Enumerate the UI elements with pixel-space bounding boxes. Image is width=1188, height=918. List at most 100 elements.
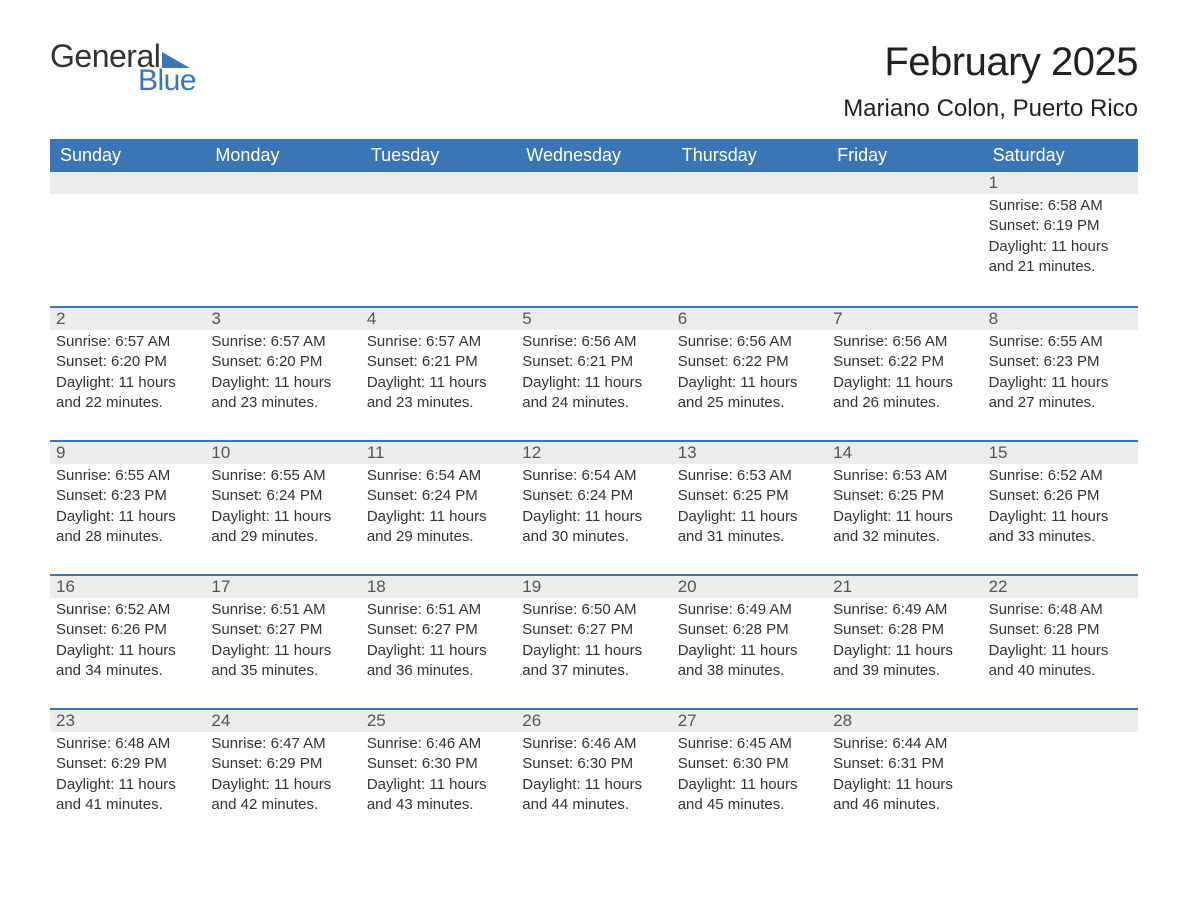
location-label: Mariano Colon, Puerto Rico	[843, 95, 1138, 123]
day-cell: 20Sunrise: 6:49 AMSunset: 6:28 PMDayligh…	[672, 576, 827, 704]
day-cell: 9Sunrise: 6:55 AMSunset: 6:23 PMDaylight…	[50, 442, 205, 570]
day-details: Sunrise: 6:53 AMSunset: 6:25 PMDaylight:…	[672, 464, 827, 553]
daynum-bar: 26	[516, 710, 671, 732]
sunrise-line: Sunrise: 6:56 AM	[833, 332, 976, 352]
daylight-line-2: and 42 minutes.	[211, 795, 354, 815]
daylight-line-2: and 23 minutes.	[367, 393, 510, 413]
day-header-sunday: Sunday	[50, 139, 205, 172]
sunset-line: Sunset: 6:26 PM	[989, 486, 1132, 506]
daylight-line-1: Daylight: 11 hours	[833, 507, 976, 527]
daylight-line-1: Daylight: 11 hours	[56, 775, 199, 795]
empty-cell	[50, 172, 205, 302]
week-row: 23Sunrise: 6:48 AMSunset: 6:29 PMDayligh…	[50, 708, 1138, 838]
brand-logo: General Blue	[50, 40, 196, 96]
week-row: 2Sunrise: 6:57 AMSunset: 6:20 PMDaylight…	[50, 306, 1138, 436]
day-number: 12	[522, 442, 541, 465]
daylight-line-2: and 30 minutes.	[522, 527, 665, 547]
day-details: Sunrise: 6:50 AMSunset: 6:27 PMDaylight:…	[516, 598, 671, 687]
day-cell: 5Sunrise: 6:56 AMSunset: 6:21 PMDaylight…	[516, 308, 671, 436]
sunrise-line: Sunrise: 6:53 AM	[833, 466, 976, 486]
sunrise-line: Sunrise: 6:55 AM	[989, 332, 1132, 352]
day-details: Sunrise: 6:55 AMSunset: 6:23 PMDaylight:…	[50, 464, 205, 553]
daynum-bar: 6	[672, 308, 827, 330]
day-number: 25	[367, 710, 386, 733]
daynum-bar: 25	[361, 710, 516, 732]
sunrise-line: Sunrise: 6:56 AM	[522, 332, 665, 352]
sunset-line: Sunset: 6:23 PM	[56, 486, 199, 506]
daylight-line-1: Daylight: 11 hours	[989, 641, 1132, 661]
day-cell: 7Sunrise: 6:56 AMSunset: 6:22 PMDaylight…	[827, 308, 982, 436]
daylight-line-1: Daylight: 11 hours	[367, 641, 510, 661]
day-cell: 10Sunrise: 6:55 AMSunset: 6:24 PMDayligh…	[205, 442, 360, 570]
day-cell: 12Sunrise: 6:54 AMSunset: 6:24 PMDayligh…	[516, 442, 671, 570]
sunrise-line: Sunrise: 6:56 AM	[678, 332, 821, 352]
sunset-line: Sunset: 6:25 PM	[678, 486, 821, 506]
daylight-line-2: and 36 minutes.	[367, 661, 510, 681]
day-number: 17	[211, 576, 230, 599]
day-cell: 21Sunrise: 6:49 AMSunset: 6:28 PMDayligh…	[827, 576, 982, 704]
daylight-line-2: and 26 minutes.	[833, 393, 976, 413]
daylight-line-1: Daylight: 11 hours	[367, 775, 510, 795]
day-header-saturday: Saturday	[983, 139, 1138, 172]
day-cell: 6Sunrise: 6:56 AMSunset: 6:22 PMDaylight…	[672, 308, 827, 436]
daynum-bar: 28	[827, 710, 982, 732]
day-details: Sunrise: 6:56 AMSunset: 6:21 PMDaylight:…	[516, 330, 671, 419]
sunrise-line: Sunrise: 6:55 AM	[56, 466, 199, 486]
daynum-bar: 2	[50, 308, 205, 330]
sunrise-line: Sunrise: 6:57 AM	[56, 332, 199, 352]
week-row: 9Sunrise: 6:55 AMSunset: 6:23 PMDaylight…	[50, 440, 1138, 570]
daynum-bar	[983, 710, 1138, 732]
daylight-line-2: and 37 minutes.	[522, 661, 665, 681]
sunrise-line: Sunrise: 6:57 AM	[211, 332, 354, 352]
sunrise-line: Sunrise: 6:45 AM	[678, 734, 821, 754]
daynum-bar: 7	[827, 308, 982, 330]
daynum-bar	[672, 172, 827, 194]
day-number: 5	[522, 308, 531, 331]
day-details: Sunrise: 6:53 AMSunset: 6:25 PMDaylight:…	[827, 464, 982, 553]
daylight-line-2: and 34 minutes.	[56, 661, 199, 681]
daylight-line-2: and 45 minutes.	[678, 795, 821, 815]
day-number: 19	[522, 576, 541, 599]
sunrise-line: Sunrise: 6:57 AM	[367, 332, 510, 352]
day-details: Sunrise: 6:52 AMSunset: 6:26 PMDaylight:…	[50, 598, 205, 687]
day-details: Sunrise: 6:48 AMSunset: 6:29 PMDaylight:…	[50, 732, 205, 821]
sunset-line: Sunset: 6:21 PM	[522, 352, 665, 372]
daylight-line-1: Daylight: 11 hours	[56, 373, 199, 393]
day-header-wednesday: Wednesday	[516, 139, 671, 172]
day-number: 10	[211, 442, 230, 465]
sunset-line: Sunset: 6:31 PM	[833, 754, 976, 774]
daynum-bar: 18	[361, 576, 516, 598]
sunset-line: Sunset: 6:28 PM	[833, 620, 976, 640]
day-cell: 26Sunrise: 6:46 AMSunset: 6:30 PMDayligh…	[516, 710, 671, 838]
daynum-bar: 3	[205, 308, 360, 330]
day-details: Sunrise: 6:48 AMSunset: 6:28 PMDaylight:…	[983, 598, 1138, 687]
day-number: 3	[211, 308, 220, 331]
sunset-line: Sunset: 6:26 PM	[56, 620, 199, 640]
sunrise-line: Sunrise: 6:52 AM	[989, 466, 1132, 486]
daynum-bar: 11	[361, 442, 516, 464]
day-details: Sunrise: 6:56 AMSunset: 6:22 PMDaylight:…	[827, 330, 982, 419]
day-header-thursday: Thursday	[672, 139, 827, 172]
day-details: Sunrise: 6:55 AMSunset: 6:24 PMDaylight:…	[205, 464, 360, 553]
day-number: 21	[833, 576, 852, 599]
sunrise-line: Sunrise: 6:53 AM	[678, 466, 821, 486]
day-details: Sunrise: 6:54 AMSunset: 6:24 PMDaylight:…	[516, 464, 671, 553]
day-cell: 13Sunrise: 6:53 AMSunset: 6:25 PMDayligh…	[672, 442, 827, 570]
sunset-line: Sunset: 6:28 PM	[678, 620, 821, 640]
day-header-friday: Friday	[827, 139, 982, 172]
day-cell: 1Sunrise: 6:58 AMSunset: 6:19 PMDaylight…	[983, 172, 1138, 302]
day-cell: 25Sunrise: 6:46 AMSunset: 6:30 PMDayligh…	[361, 710, 516, 838]
daylight-line-2: and 40 minutes.	[989, 661, 1132, 681]
day-cell: 28Sunrise: 6:44 AMSunset: 6:31 PMDayligh…	[827, 710, 982, 838]
day-cell: 15Sunrise: 6:52 AMSunset: 6:26 PMDayligh…	[983, 442, 1138, 570]
daylight-line-2: and 38 minutes.	[678, 661, 821, 681]
day-number: 6	[678, 308, 687, 331]
day-number: 11	[367, 442, 385, 465]
sunrise-line: Sunrise: 6:51 AM	[211, 600, 354, 620]
sunrise-line: Sunrise: 6:55 AM	[211, 466, 354, 486]
day-details: Sunrise: 6:44 AMSunset: 6:31 PMDaylight:…	[827, 732, 982, 821]
day-number: 28	[833, 710, 852, 733]
daylight-line-1: Daylight: 11 hours	[211, 507, 354, 527]
daylight-line-2: and 25 minutes.	[678, 393, 821, 413]
day-cell: 14Sunrise: 6:53 AMSunset: 6:25 PMDayligh…	[827, 442, 982, 570]
